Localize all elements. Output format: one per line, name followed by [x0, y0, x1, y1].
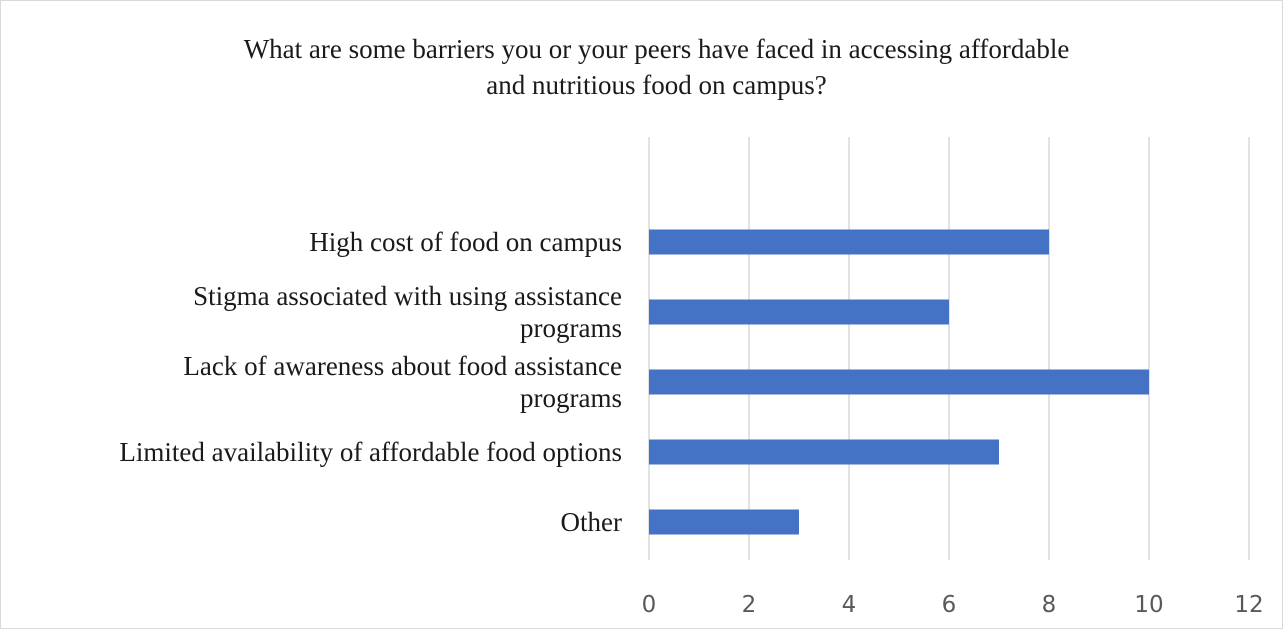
x-tick-labels: 0 2 4 6 8 10 12 [642, 592, 1264, 618]
x-tick-label-8: 8 [1042, 592, 1057, 618]
category-label-5: Other [561, 507, 622, 537]
chart-title: What are some barriers you or your peers… [1, 31, 1283, 103]
chart-title-line-1: What are some barriers you or your peers… [243, 34, 1070, 64]
category-labels: High cost of food on campus Stigma associ… [119, 227, 622, 537]
x-tick-label-6: 6 [942, 592, 957, 618]
bar-3 [649, 369, 1149, 395]
category-label-3: Lack of awareness about food assistance p… [183, 351, 622, 413]
x-tick-label-2: 2 [742, 592, 757, 618]
chart-title-line-2: and nutritious food on campus? [486, 70, 827, 100]
x-tick-label-0: 0 [642, 592, 657, 618]
gridlines [648, 137, 1250, 560]
bar-5 [649, 509, 799, 535]
category-label-2: Stigma associated with using assistance p… [193, 281, 622, 343]
bar-4 [649, 439, 999, 465]
bar-1 [649, 229, 1049, 255]
category-label-1: High cost of food on campus [309, 227, 622, 257]
x-tick-label-4: 4 [842, 592, 857, 618]
x-tick-label-12: 12 [1234, 592, 1263, 618]
x-tick-label-10: 10 [1134, 592, 1163, 618]
bars [649, 229, 1149, 535]
category-label-4: Limited availability of affordable food … [119, 437, 622, 467]
bar-2 [649, 299, 949, 325]
